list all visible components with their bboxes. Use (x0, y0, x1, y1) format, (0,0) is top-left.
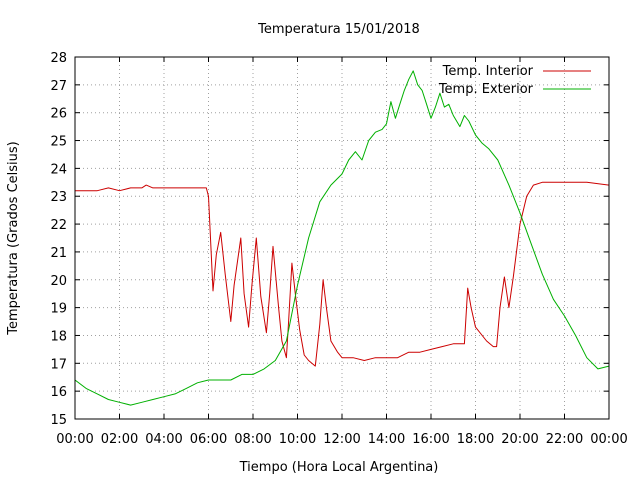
y-tick-label: 24 (50, 162, 67, 177)
y-tick-label: 18 (50, 329, 67, 344)
y-tick-label: 16 (50, 385, 67, 400)
y-tick-label: 28 (50, 51, 67, 66)
y-axis-label: Temperatura (Grados Celsius) (6, 141, 21, 335)
y-tick-label: 22 (50, 218, 67, 233)
x-tick-label: 00:00 (56, 432, 93, 447)
x-tick-label: 00:00 (590, 432, 627, 447)
x-tick-label: 10:00 (279, 432, 316, 447)
y-tick-label: 21 (50, 246, 67, 261)
x-tick-label: 14:00 (368, 432, 405, 447)
x-tick-label: 20:00 (501, 432, 538, 447)
x-tick-label: 04:00 (145, 432, 182, 447)
axis-ticks (74, 56, 610, 420)
legend-label-interior: Temp. Interior (442, 64, 534, 79)
legend-label-exterior: Temp. Exterior (438, 82, 534, 97)
x-tick-label: 06:00 (190, 432, 227, 447)
y-tick-label: 27 (50, 79, 67, 94)
x-tick-label: 02:00 (101, 432, 138, 447)
x-tick-label: 08:00 (234, 432, 271, 447)
series-lines (74, 70, 610, 406)
y-tick-label: 25 (50, 135, 67, 150)
y-tick-label: 17 (50, 357, 67, 372)
x-tick-labels: 00:00 02:00 04:00 06:00 08:00 10:00 12:00 14:00… (56, 432, 627, 447)
x-tick-label: 12:00 (323, 432, 360, 447)
y-tick-label: 15 (50, 413, 67, 428)
legend: Temp. Interior Temp. Exterior (438, 64, 591, 97)
chart-title: Temperatura 15/01/2018 (257, 22, 420, 37)
x-tick-label: 16:00 (412, 432, 449, 447)
temp-interior-line (75, 181, 610, 367)
y-tick-labels: 15 16 17 18 19 20 21 22 23 24 25 26 27 28 (50, 51, 67, 428)
x-tick-label: 22:00 (546, 432, 583, 447)
y-tick-label: 20 (50, 274, 67, 289)
x-axis-label: Tiempo (Hora Local Argentina) (239, 460, 439, 475)
x-tick-label: 18:00 (457, 432, 494, 447)
y-tick-label: 19 (50, 302, 67, 317)
y-tick-label: 23 (50, 190, 67, 205)
y-tick-label: 26 (50, 107, 67, 122)
temp-exterior-line (74, 70, 610, 406)
